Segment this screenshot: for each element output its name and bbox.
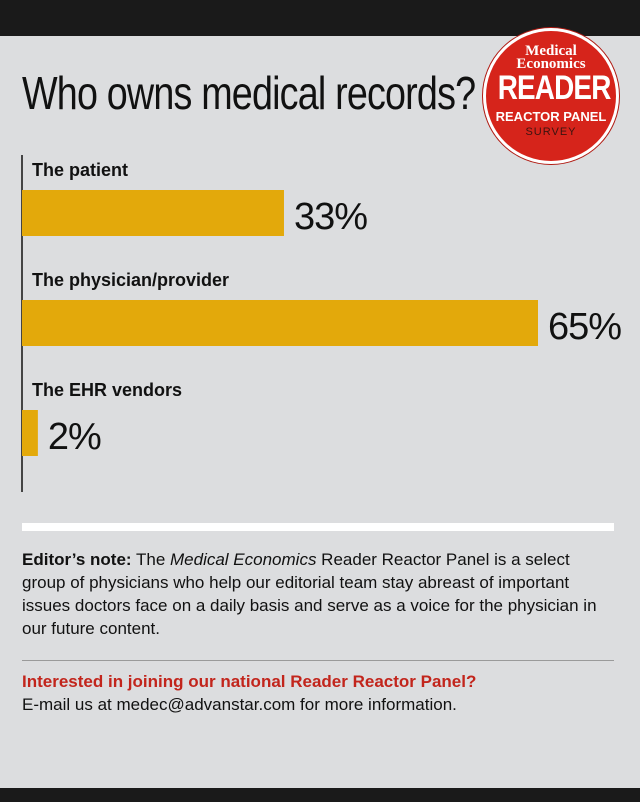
join-panel-callout: Interested in joining our national Reade… <box>22 670 612 716</box>
bottom-black-bar <box>0 788 640 802</box>
value-label: 33% <box>294 196 367 238</box>
bar <box>22 410 38 456</box>
reader-reactor-panel-badge: Medical Economics READER REACTOR PANEL S… <box>483 28 619 164</box>
category-label: The physician/provider <box>32 270 229 290</box>
category-label: The patient <box>32 160 128 180</box>
badge-reader-text: READER <box>497 69 612 107</box>
bar <box>22 300 538 346</box>
category-label: The EHR vendors <box>32 380 182 400</box>
section-divider <box>22 523 614 531</box>
badge-panel-text: REACTOR PANEL <box>495 109 607 124</box>
editors-note-pre: The <box>131 550 170 569</box>
editors-note-lead: Editor’s note: <box>22 550 132 569</box>
value-label: 65% <box>548 306 621 348</box>
note-rule <box>22 660 614 661</box>
bar <box>22 190 284 236</box>
editors-note-publication: Medical Economics <box>170 550 317 569</box>
badge-brand: Medical Economics <box>486 43 616 72</box>
join-panel-email-line: E-mail us at medec@advanstar.com for mor… <box>22 695 457 714</box>
editors-note-body: Reader Reactor Panel is a select group o… <box>22 550 597 638</box>
badge-brand-line1: Medical <box>525 43 577 59</box>
badge-survey-text: SURVEY <box>525 126 577 138</box>
bars-layer: The patient 33% The physician/provider 65% T… <box>22 160 622 458</box>
value-label: 2% <box>48 416 101 458</box>
badge-brand-line2: Economics <box>516 56 586 72</box>
editors-note: Editor’s note: The Medical Economics Rea… <box>22 548 612 640</box>
chart-title: Who owns medical records? <box>22 67 476 119</box>
bar-chart: The patient 33% The physician/provider 65% T… <box>21 155 622 492</box>
join-panel-question: Interested in joining our national Reade… <box>22 672 477 691</box>
